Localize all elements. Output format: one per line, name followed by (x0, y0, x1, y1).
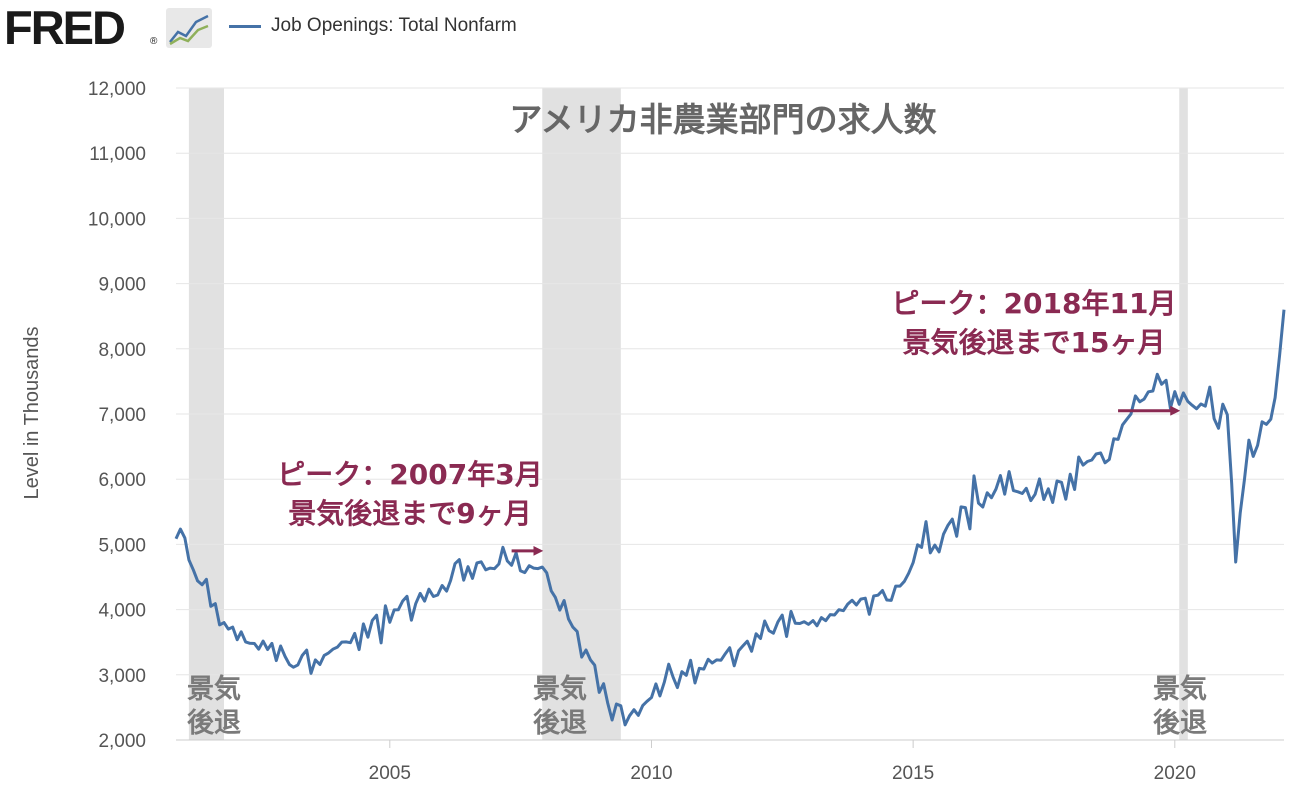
y-axis: 2,000 3,000 4,000 5,000 6,000 7,000 8,000 9,000… (88, 79, 146, 752)
y-tick-label: 5,000 (98, 535, 146, 556)
y-tick-label: 7,000 (98, 405, 146, 426)
gridlines (176, 87, 1284, 741)
annotation-months-line: 景気後退まで9ヶ月 (288, 497, 531, 530)
y-tick-label: 6,000 (98, 470, 146, 491)
x-tick-label: 2010 (630, 763, 672, 784)
y-tick-label: 10,000 (88, 209, 146, 230)
recession-label-line2: 後退 (187, 708, 241, 739)
recession-label-line1: 景気 (533, 673, 587, 705)
y-tick-label: 12,000 (88, 79, 146, 100)
recession-label-line2: 後退 (1153, 708, 1207, 739)
y-tick-label: 8,000 (98, 340, 146, 361)
recession-label-line2: 後退 (533, 708, 587, 739)
x-tick-label: 2020 (1154, 763, 1196, 784)
annotation-peak-line: ピーク：2007年3月 (277, 458, 542, 491)
x-tick-label: 2005 (369, 763, 411, 784)
chart-title: アメリカ非農業部門の求人数 (509, 100, 937, 139)
x-axis: 2005 2010 2015 2020 (369, 740, 1196, 784)
legend-label: Job Openings: Total Nonfarm (271, 15, 517, 36)
y-tick-label: 4,000 (98, 601, 146, 622)
series-line (174, 309, 1286, 727)
fred-line-graph-icon (166, 8, 212, 48)
y-axis-title: Level in Thousands (21, 326, 43, 499)
recession-label-line1: 景気 (1153, 673, 1207, 705)
annotation-months-line: 景気後退まで15ヶ月 (903, 326, 1166, 359)
annotation-peak-line: ピーク：2018年11月 (892, 287, 1177, 320)
series-job-openings (174, 309, 1286, 727)
registered-mark: ® (150, 36, 158, 47)
y-tick-label: 2,000 (98, 731, 146, 752)
y-tick-label: 9,000 (98, 275, 146, 296)
y-tick-label: 3,000 (98, 666, 146, 687)
legend: Job Openings: Total Nonfarm (229, 12, 517, 40)
y-tick-label: 11,000 (89, 144, 146, 165)
recession-label-line1: 景気 (187, 673, 241, 705)
legend-swatch (229, 24, 261, 28)
chart-header: FRED ® Job Openings: Total Nonfarm (0, 0, 1300, 60)
fred-logo[interactable]: FRED (4, 1, 126, 54)
x-tick-label: 2015 (892, 763, 934, 784)
